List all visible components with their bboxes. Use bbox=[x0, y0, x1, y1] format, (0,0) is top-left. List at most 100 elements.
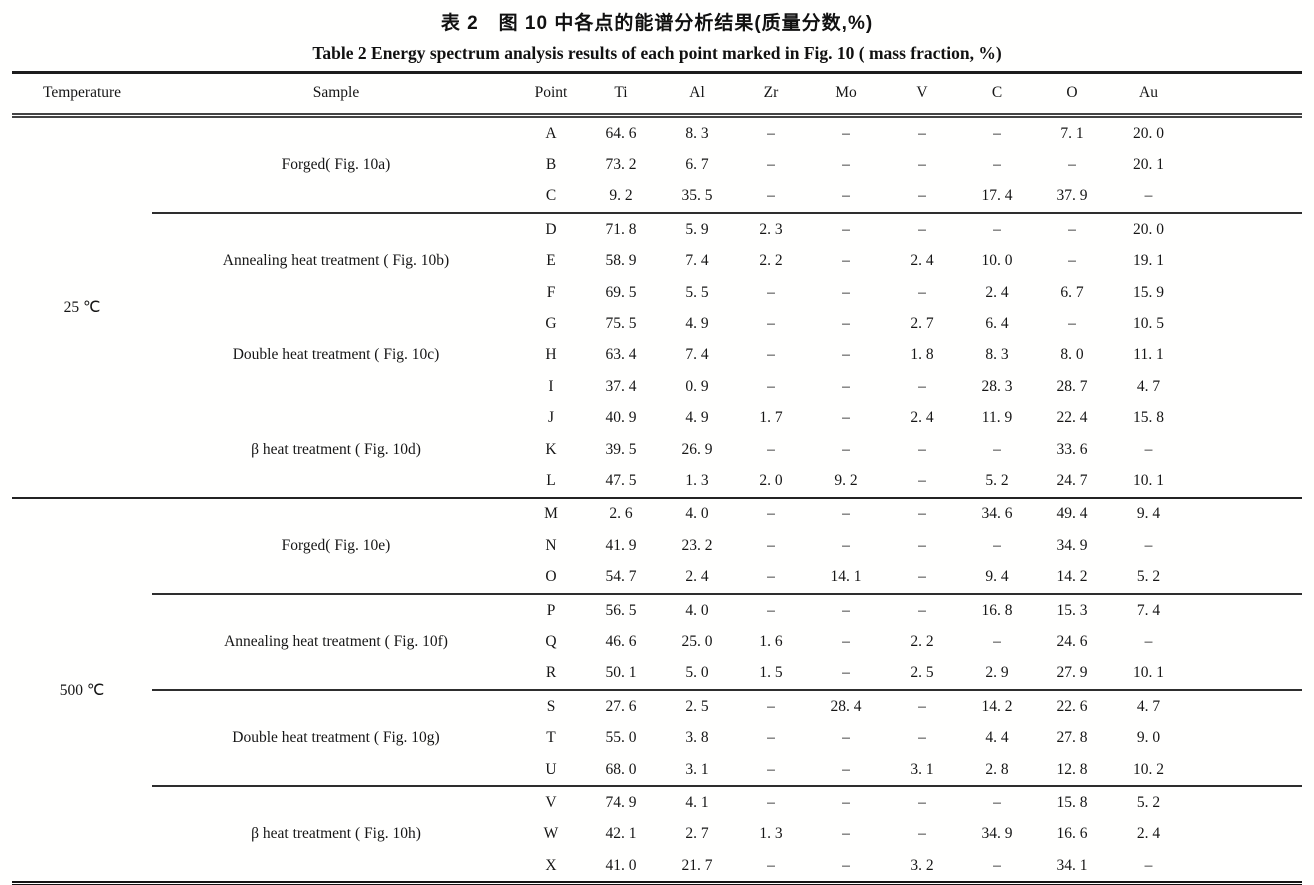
value-cell-al: 0. 9 bbox=[685, 377, 709, 395]
value-cell-mo: – bbox=[808, 592, 884, 627]
value-cell-ti: 41. 0 bbox=[605, 856, 637, 874]
value-cell-mo: 28. 4 bbox=[808, 689, 884, 723]
value-cell-al: 6. 7 bbox=[685, 156, 709, 174]
value-cell-o: 7. 1 bbox=[1060, 124, 1084, 142]
value-cell-c: 14. 2 bbox=[960, 689, 1034, 723]
sample-cell: β heat treatment ( Fig. 10d) bbox=[251, 440, 421, 458]
value-cell-zr: – bbox=[767, 760, 775, 778]
value-cell-au: 19. 1 bbox=[1133, 252, 1164, 270]
table-row-point-l: L 47. 5 1. 3 2. 0 9. 2 – 5. 2 24. 7 10. 1 bbox=[12, 465, 1302, 497]
sample-cell: Annealing heat treatment ( Fig. 10f) bbox=[152, 592, 520, 691]
value-cell-ti: 58. 9 bbox=[605, 252, 637, 270]
value-cell-au: 20. 1 bbox=[1133, 156, 1164, 174]
column-header-au: Au bbox=[1110, 72, 1302, 118]
point-cell: R bbox=[545, 664, 557, 682]
value-cell-mo: – bbox=[842, 409, 850, 427]
value-cell-c: 17. 4 bbox=[981, 187, 1013, 205]
value-cell-zr: – bbox=[767, 187, 775, 205]
value-cell-o: – bbox=[1034, 212, 1110, 246]
table-row-point-w: W 42. 1 2. 7 1. 3 – – 34. 9 16. 6 2. 4 bbox=[12, 819, 1302, 850]
value-cell-mo: – bbox=[808, 212, 884, 246]
column-header-al: Al bbox=[660, 72, 734, 118]
value-cell-zr: – bbox=[767, 346, 775, 364]
point-cell: W bbox=[543, 825, 559, 843]
table-row-point-f: F 69. 5 5. 5 – – – 2. 4 6. 7 15. 9 bbox=[12, 277, 1302, 308]
value-cell-ti: 27. 6 bbox=[582, 689, 660, 723]
value-cell-au: 9. 4 bbox=[1110, 496, 1302, 531]
value-cell-al: 4. 9 bbox=[685, 409, 709, 427]
value-cell-v: – bbox=[918, 283, 926, 301]
value-cell-mo: – bbox=[842, 760, 850, 778]
value-cell-au: 2. 4 bbox=[1136, 825, 1161, 843]
energy-spectrum-table: Temperature Sample Point Ti Al Zr Mo V C O Au 25 ℃… bbox=[12, 71, 1302, 885]
sample-cell: β heat treatment ( Fig. 10h) bbox=[152, 785, 520, 884]
value-cell-v: – bbox=[918, 124, 926, 142]
value-cell-ti: 73. 2 bbox=[605, 156, 637, 174]
value-cell-v: – bbox=[918, 377, 926, 395]
value-cell-au: – bbox=[1144, 187, 1153, 205]
value-cell-al: 21. 7 bbox=[681, 856, 713, 874]
value-cell-al: 8. 3 bbox=[685, 124, 709, 142]
value-cell-al: 3. 1 bbox=[685, 760, 709, 778]
value-cell-o: 22. 4 bbox=[1056, 409, 1088, 427]
value-cell-al: 4. 0 bbox=[660, 496, 734, 531]
value-cell-o: – bbox=[1068, 156, 1076, 174]
value-cell-o: 6. 7 bbox=[1060, 283, 1084, 301]
value-cell-au: 15. 8 bbox=[1133, 409, 1164, 427]
value-cell-au: 15. 9 bbox=[1133, 283, 1164, 301]
value-cell-o: 22. 6 bbox=[1034, 689, 1110, 723]
table-row-point-g: Double heat treatment ( Fig. 10c) G 75. 5 4… bbox=[12, 308, 1302, 363]
value-cell-c: 16. 8 bbox=[960, 592, 1034, 627]
value-cell-au: – bbox=[1144, 856, 1153, 874]
value-cell-zr: – bbox=[734, 785, 808, 819]
value-cell-o: 27. 9 bbox=[1056, 664, 1088, 682]
value-cell-mo: – bbox=[842, 664, 850, 682]
table-caption-en: Table 2 Energy spectrum analysis results… bbox=[312, 43, 1002, 63]
value-cell-v: – bbox=[884, 785, 960, 819]
value-cell-v: – bbox=[918, 471, 926, 489]
value-cell-au: 7. 4 bbox=[1110, 592, 1302, 627]
value-cell-ti: 54. 7 bbox=[605, 568, 637, 586]
value-cell-zr: 1. 3 bbox=[759, 825, 783, 843]
value-cell-ti: 39. 5 bbox=[605, 440, 637, 458]
value-cell-v: 2. 2 bbox=[910, 632, 934, 650]
value-cell-c: 6. 4 bbox=[985, 315, 1009, 333]
table-row-point-i: I 37. 4 0. 9 – – – 28. 3 28. 7 4. 7 bbox=[12, 371, 1302, 402]
value-cell-au: 5. 2 bbox=[1110, 785, 1302, 819]
value-cell-zr: 2. 2 bbox=[759, 252, 783, 270]
value-cell-ti: 64. 6 bbox=[605, 124, 637, 142]
value-cell-ti: 75. 5 bbox=[605, 315, 637, 333]
value-cell-ti: 46. 6 bbox=[605, 632, 637, 650]
value-cell-zr: – bbox=[767, 377, 775, 395]
value-cell-mo: – bbox=[842, 187, 850, 205]
point-cell: G bbox=[545, 315, 557, 333]
sample-cell: Forged( Fig. 10e) bbox=[152, 496, 520, 594]
point-cell: K bbox=[545, 440, 557, 458]
value-cell-c: 10. 0 bbox=[981, 252, 1013, 270]
value-cell-au: 9. 0 bbox=[1136, 729, 1161, 747]
table-row-point-h: H 63. 4 7. 4 – – 1. 8 8. 3 8. 0 11. 1 bbox=[12, 340, 1302, 371]
value-cell-v: – bbox=[918, 825, 926, 843]
value-cell-c: – bbox=[993, 632, 1001, 650]
point-cell: N bbox=[545, 536, 557, 554]
value-cell-zr: – bbox=[734, 592, 808, 627]
value-cell-c: 4. 4 bbox=[985, 729, 1009, 747]
value-cell-au: 20. 0 bbox=[1133, 124, 1164, 142]
value-cell-v: – bbox=[918, 568, 926, 586]
table-row-point-k: K 39. 5 26. 9 – – – – 33. 6 – bbox=[12, 434, 1302, 465]
value-cell-al: 26. 9 bbox=[681, 440, 713, 458]
value-cell-zr: 1. 7 bbox=[759, 409, 783, 427]
point-cell: M bbox=[520, 496, 582, 531]
value-cell-c: 28. 3 bbox=[981, 377, 1013, 395]
value-cell-v: 2. 4 bbox=[910, 252, 934, 270]
value-cell-o: – bbox=[1068, 315, 1076, 333]
point-cell: F bbox=[546, 283, 556, 301]
point-cell: J bbox=[547, 409, 555, 427]
value-cell-mo: – bbox=[842, 252, 850, 270]
value-cell-o: 14. 2 bbox=[1056, 568, 1088, 586]
value-cell-v: 1. 8 bbox=[910, 346, 934, 364]
column-header-sample: Sample bbox=[152, 72, 520, 118]
